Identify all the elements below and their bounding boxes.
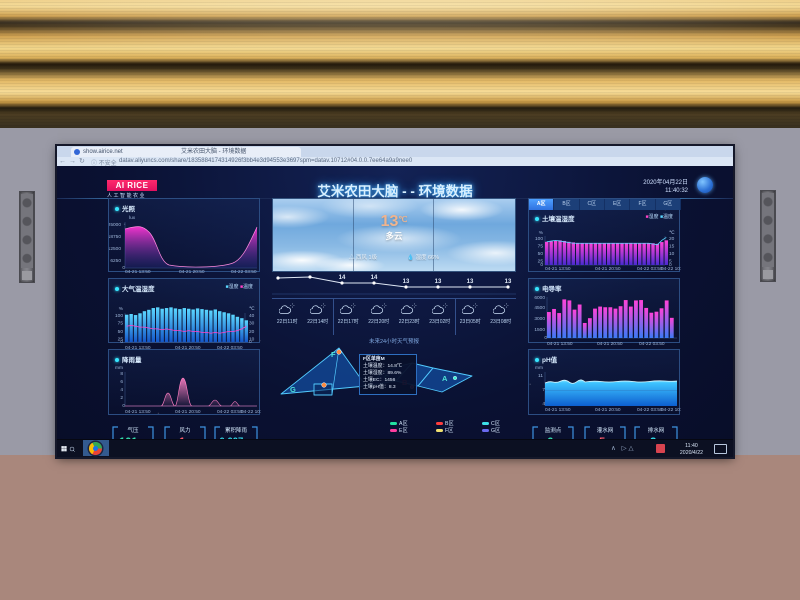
svg-text:F: F (331, 350, 336, 359)
svg-text:100: 100 (115, 313, 123, 319)
svg-text:04-21 20:50: 04-21 20:50 (595, 407, 621, 413)
svg-text:4500: 4500 (534, 305, 545, 311)
svg-text:04-22 10:50: 04-22 10:50 (241, 409, 261, 415)
svg-text:12500: 12500 (109, 246, 121, 252)
svg-text:04-22 03:50: 04-22 03:50 (231, 269, 257, 273)
svg-text:04-22 03:50: 04-22 03:50 (637, 407, 663, 413)
svg-text:04-21 20:50: 04-21 20:50 (595, 266, 621, 271)
svg-text:mm: mm (115, 366, 123, 371)
svg-text:A: A (442, 374, 448, 383)
svg-text:6250: 6250 (110, 258, 121, 264)
svg-text:04-21 20:50: 04-21 20:50 (175, 409, 201, 415)
svg-text:04-22 03:50: 04-22 03:50 (637, 266, 663, 271)
svg-text:04-21 20:50: 04-21 20:50 (597, 341, 623, 347)
svg-text:13: 13 (435, 279, 442, 285)
svg-text:04-22 03:50: 04-22 03:50 (217, 409, 243, 415)
svg-text:04-21 13:50: 04-21 13:50 (125, 409, 151, 415)
svg-text:04-22 10:50: 04-22 10:50 (661, 266, 681, 271)
svg-text:20: 20 (249, 329, 255, 335)
svg-text:8: 8 (120, 371, 123, 377)
svg-text:04-21 13:50: 04-21 13:50 (125, 269, 151, 273)
svg-text:14: 14 (371, 275, 378, 281)
svg-text:13: 13 (467, 279, 474, 285)
svg-text:0: 0 (120, 339, 123, 345)
svg-text:11: 11 (538, 373, 543, 379)
svg-text:04-21 13:50: 04-21 13:50 (545, 407, 571, 413)
svg-text:%: % (119, 306, 124, 312)
svg-text:℃: ℃ (249, 306, 255, 312)
svg-text:4: 4 (120, 387, 123, 393)
svg-text:1500: 1500 (534, 327, 545, 333)
svg-text:13: 13 (403, 279, 410, 285)
svg-text:40: 40 (249, 313, 255, 319)
svg-text:mm: mm (535, 366, 543, 371)
svg-text:us/cm: us/cm (545, 286, 558, 292)
svg-text:0: 0 (540, 262, 543, 268)
svg-text:6000: 6000 (534, 295, 545, 301)
svg-text:G: G (290, 385, 296, 394)
svg-text:75: 75 (118, 321, 124, 327)
svg-text:15: 15 (669, 244, 675, 250)
svg-text:04-21 13:50: 04-21 13:50 (547, 341, 573, 347)
svg-text:13: 13 (505, 279, 512, 285)
svg-text:50: 50 (118, 329, 124, 335)
svg-text:10: 10 (669, 251, 675, 257)
svg-text:6: 6 (120, 379, 123, 385)
svg-text:℃: ℃ (669, 230, 675, 236)
svg-text:2: 2 (120, 395, 123, 401)
svg-text:lux: lux (129, 215, 136, 221)
svg-text:14: 14 (339, 275, 346, 281)
svg-text:%: % (539, 230, 544, 236)
svg-text:20: 20 (669, 236, 675, 242)
svg-text:100: 100 (535, 236, 543, 242)
svg-text:18750: 18750 (109, 234, 121, 240)
svg-text:04-21 20:50: 04-21 20:50 (179, 269, 205, 273)
svg-text:75: 75 (538, 244, 544, 250)
svg-text:50: 50 (538, 251, 544, 257)
svg-text:04-22 10:50: 04-22 10:50 (661, 407, 681, 413)
svg-text:04-21 13:50: 04-21 13:50 (545, 266, 571, 271)
svg-text:3000: 3000 (534, 316, 545, 322)
svg-text:30: 30 (249, 321, 255, 327)
svg-text:04-22 03:50: 04-22 03:50 (639, 341, 665, 347)
svg-text:0: 0 (249, 339, 252, 345)
